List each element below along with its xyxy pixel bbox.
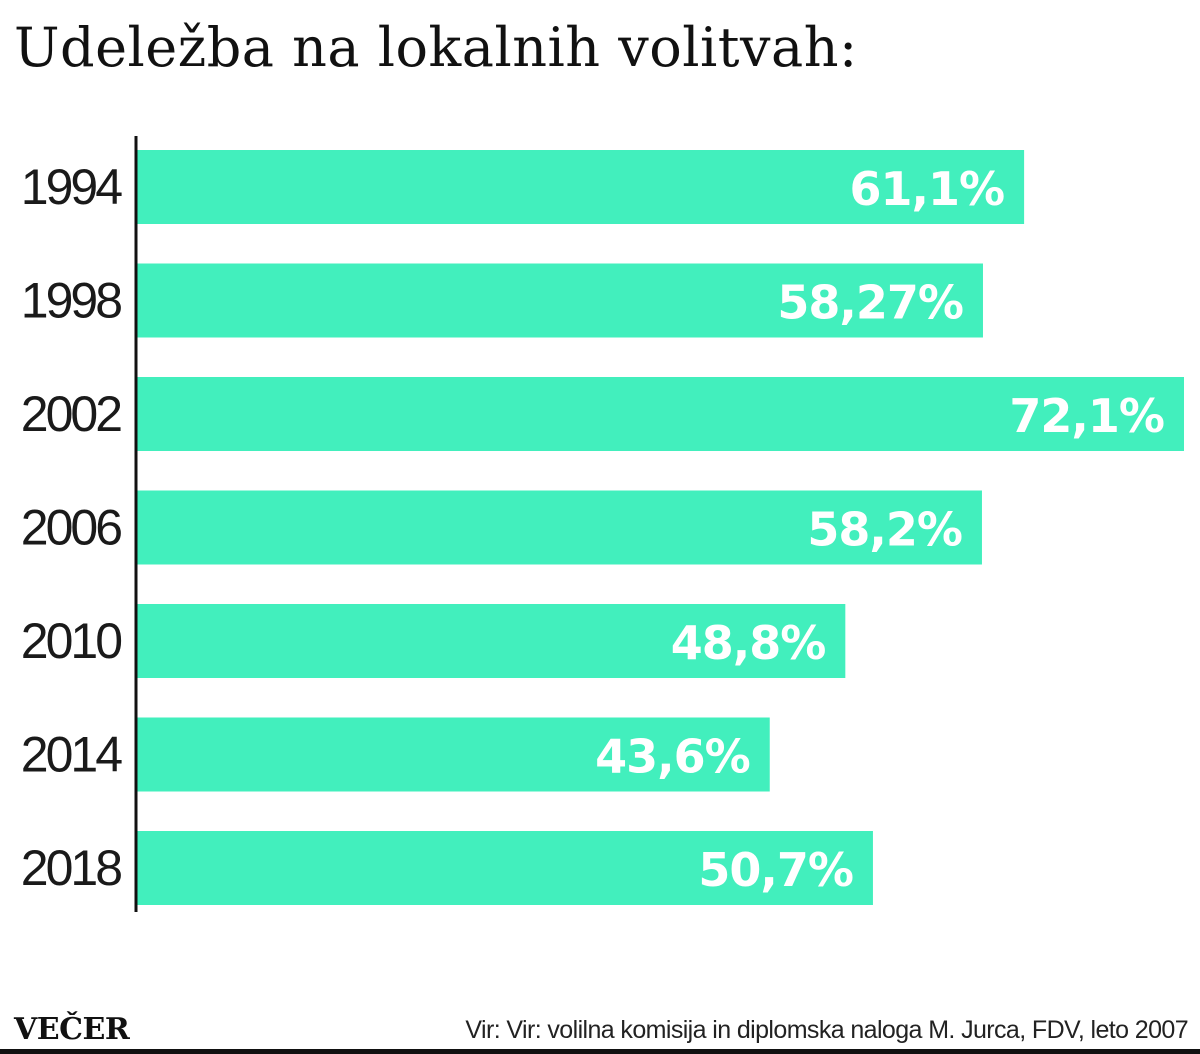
category-label-2010: 2010 bbox=[21, 613, 121, 669]
bar-2010 bbox=[136, 604, 846, 678]
value-label-1998: 58,27% bbox=[777, 276, 963, 330]
chart-title: Udeležba na lokalnih volitvah: bbox=[14, 16, 858, 79]
category-label-1998: 1998 bbox=[21, 273, 121, 329]
category-label-2018: 2018 bbox=[21, 840, 121, 896]
value-label-2006: 58,2% bbox=[807, 503, 962, 557]
value-label-2002: 72,1% bbox=[1009, 389, 1164, 443]
category-label-2006: 2006 bbox=[21, 500, 121, 556]
bar-2018 bbox=[136, 831, 873, 905]
value-label-2010: 48,8% bbox=[671, 616, 826, 670]
source-note: Vir: Vir: volilna komisija in diplomska … bbox=[465, 1016, 1188, 1044]
value-label-2014: 43,6% bbox=[595, 730, 750, 784]
vecer-logo: VEČER bbox=[14, 1012, 130, 1047]
bar-2014 bbox=[136, 717, 770, 792]
category-label-2014: 2014 bbox=[21, 727, 122, 783]
value-label-1994: 61,1% bbox=[850, 162, 1005, 216]
bar-1994 bbox=[136, 150, 1025, 224]
bar-2002 bbox=[136, 377, 1184, 451]
bottom-divider bbox=[0, 1049, 1200, 1054]
bar-1998 bbox=[136, 263, 983, 338]
bar-2006 bbox=[136, 490, 982, 565]
category-label-2002: 2002 bbox=[21, 386, 121, 442]
bars-layer: 1994 61,1% 1998 58,27% 2002 72,1% 2006 58,2% 201… bbox=[21, 150, 1184, 905]
value-label-2018: 50,7% bbox=[698, 843, 853, 897]
category-label-1994: 1994 bbox=[21, 159, 122, 215]
